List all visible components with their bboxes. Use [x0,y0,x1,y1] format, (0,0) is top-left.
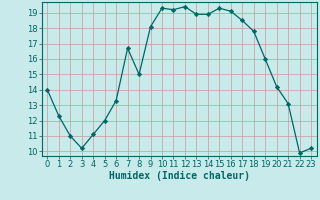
X-axis label: Humidex (Indice chaleur): Humidex (Indice chaleur) [109,171,250,181]
